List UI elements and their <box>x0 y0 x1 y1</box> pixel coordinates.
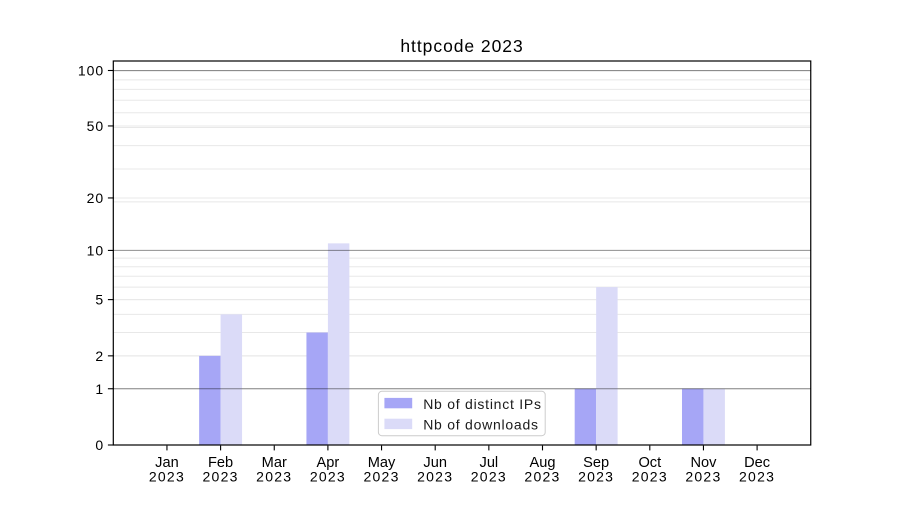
svg-text:httpcode 2023: httpcode 2023 <box>400 36 523 56</box>
svg-text:Jan: Jan <box>155 455 179 471</box>
svg-text:Feb: Feb <box>208 455 233 471</box>
svg-text:2023: 2023 <box>149 469 185 485</box>
svg-text:0: 0 <box>95 437 104 453</box>
svg-text:2023: 2023 <box>524 469 560 485</box>
svg-text:Dec: Dec <box>744 455 770 471</box>
svg-text:1: 1 <box>95 381 104 397</box>
svg-text:2023: 2023 <box>685 469 721 485</box>
svg-text:5: 5 <box>95 292 104 308</box>
svg-text:2023: 2023 <box>578 469 614 485</box>
svg-text:2023: 2023 <box>417 469 453 485</box>
svg-text:Jun: Jun <box>423 455 447 471</box>
svg-text:2023: 2023 <box>203 469 239 485</box>
svg-text:2023: 2023 <box>363 469 399 485</box>
svg-text:20: 20 <box>87 190 105 206</box>
svg-text:2023: 2023 <box>256 469 292 485</box>
svg-text:Nov: Nov <box>690 455 717 471</box>
svg-text:2023: 2023 <box>471 469 507 485</box>
svg-text:Nb of downloads: Nb of downloads <box>423 417 539 433</box>
svg-text:2023: 2023 <box>310 469 346 485</box>
svg-text:100: 100 <box>78 63 104 79</box>
svg-text:May: May <box>368 455 396 471</box>
svg-text:2023: 2023 <box>632 469 668 485</box>
svg-text:Aug: Aug <box>530 455 556 471</box>
svg-text:10: 10 <box>87 242 105 258</box>
svg-text:Jul: Jul <box>480 455 499 471</box>
svg-text:Apr: Apr <box>317 455 340 471</box>
svg-text:2: 2 <box>95 348 104 364</box>
svg-text:Oct: Oct <box>638 455 661 471</box>
svg-text:Nb of distinct IPs: Nb of distinct IPs <box>423 396 542 412</box>
svg-text:50: 50 <box>87 118 105 134</box>
svg-text:Sep: Sep <box>583 455 609 471</box>
svg-text:2023: 2023 <box>739 469 775 485</box>
svg-text:Mar: Mar <box>262 455 287 471</box>
